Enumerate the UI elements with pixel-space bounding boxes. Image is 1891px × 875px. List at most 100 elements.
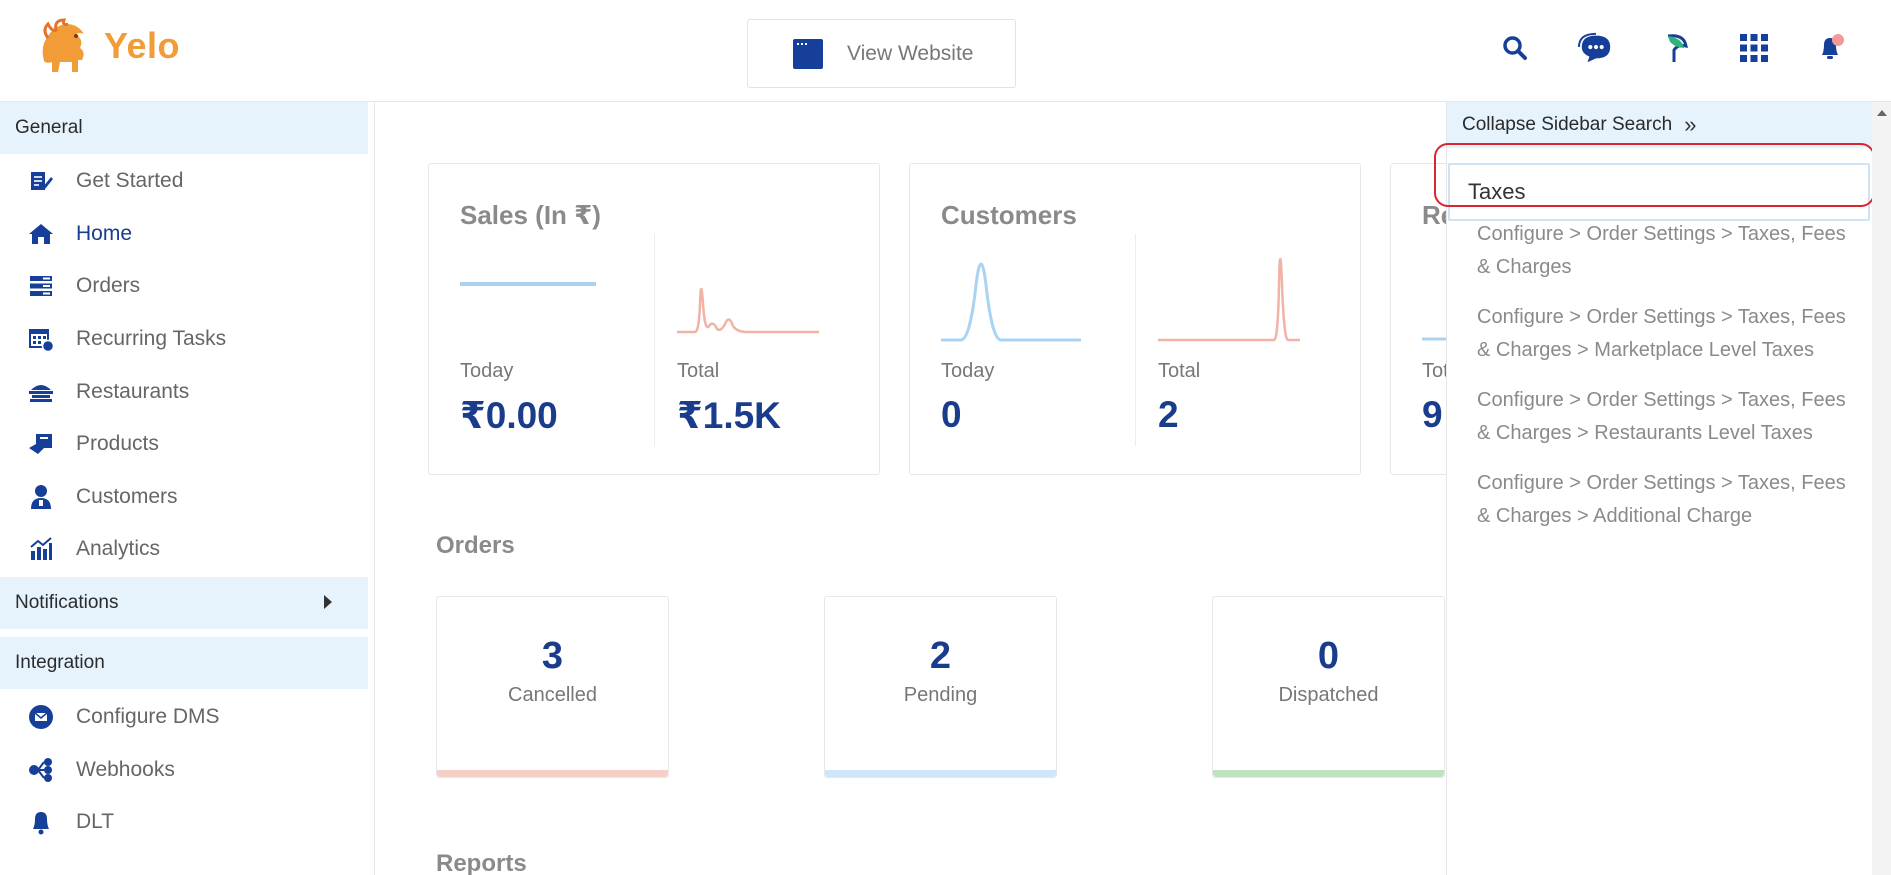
- dashboard-main: Sales (In ₹) Today ₹0.00 Total ₹1.5K Cus…: [376, 102, 1446, 875]
- card-divider: [654, 234, 655, 446]
- sidebar-item-label: Restaurants: [76, 379, 190, 403]
- sidebar-item-label: Webhooks: [76, 757, 175, 781]
- sidebar-item-label: Orders: [76, 274, 141, 298]
- dms-icon: [28, 704, 54, 730]
- products-icon: [28, 431, 54, 457]
- today-label: Today: [460, 360, 514, 382]
- customers-card: Customers Today 0 Total 2: [909, 163, 1361, 475]
- apps-grid-icon[interactable]: [1736, 30, 1772, 66]
- sidebar-item-configure-dms[interactable]: Configure DMS: [0, 691, 374, 744]
- logo-text: Yelo: [104, 25, 181, 66]
- total-value: 9: [1422, 394, 1443, 435]
- sidebar-item-recurring-tasks[interactable]: Recurring Tasks: [0, 313, 374, 366]
- order-count: 0: [1317, 635, 1340, 677]
- order-status-cancelled[interactable]: 3 Cancelled: [436, 596, 669, 778]
- sidebar-item-label: Home: [76, 221, 133, 245]
- order-status-dispatched[interactable]: 0 Dispatched: [1212, 596, 1445, 778]
- sidebar-item-orders[interactable]: Orders: [0, 260, 374, 313]
- browser-window-icon: [793, 38, 823, 69]
- total-label: Tot: [1422, 360, 1446, 382]
- third-card-sparkline: [1422, 337, 1446, 341]
- sidebar-item-label: Analytics: [76, 537, 161, 561]
- total-label: Total: [677, 360, 720, 382]
- order-status-label: Dispatched: [1278, 684, 1379, 706]
- reports-section-title: Reports: [436, 850, 527, 875]
- today-label: Today: [941, 360, 995, 382]
- sidebar-item-label: DLT: [76, 810, 115, 834]
- general-section-header: General: [0, 102, 368, 154]
- bell-icon: [28, 809, 54, 835]
- home-icon: [28, 221, 54, 247]
- collapse-sidebar-search-button[interactable]: Collapse Sidebar Search »: [1447, 102, 1872, 148]
- sidebar-item-label: Customers: [76, 484, 178, 508]
- status-color-bar: [825, 770, 1056, 777]
- sidebar-item-products[interactable]: Products: [0, 418, 374, 471]
- caret-right-icon: [324, 594, 332, 609]
- status-color-bar: [1213, 770, 1444, 777]
- leaf-icon[interactable]: [1659, 30, 1695, 66]
- today-value: ₹0.00: [460, 395, 558, 436]
- calendar-icon: [28, 326, 54, 353]
- top-header: Yelo View Website: [0, 0, 1891, 102]
- lion-logo-icon: [42, 18, 84, 72]
- customers-total-sparkline: [1158, 258, 1300, 342]
- sales-total-sparkline: [677, 287, 819, 334]
- card-title: Customers: [941, 200, 1077, 230]
- webhooks-icon: [28, 757, 54, 783]
- sidebar-search-panel: Collapse Sidebar Search » Configure > Or…: [1434, 102, 1875, 875]
- left-sidebar: General Get Started Home Orders Recurrin…: [0, 102, 375, 875]
- today-value: 0: [941, 394, 962, 435]
- search-result-item[interactable]: Configure > Order Settings > Taxes, Fees…: [1477, 472, 1846, 527]
- card-title: Sales (In ₹): [460, 200, 601, 230]
- search-results-list: Configure > Order Settings > Taxes, Fees…: [1477, 223, 1857, 550]
- support-chat-icon[interactable]: [1578, 30, 1614, 66]
- card-divider: [1135, 234, 1136, 446]
- total-value: ₹1.5K: [677, 395, 781, 436]
- order-status-pending[interactable]: 2 Pending: [824, 596, 1057, 778]
- notifications-label: Notifications: [15, 591, 119, 613]
- integration-label: Integration: [15, 651, 105, 673]
- integration-section-header: Integration: [0, 636, 368, 689]
- orders-icon: [28, 273, 54, 299]
- sidebar-item-webhooks[interactable]: Webhooks: [0, 743, 374, 796]
- sidebar-item-dlt[interactable]: DLT: [0, 796, 374, 849]
- search-icon[interactable]: [1497, 30, 1533, 66]
- notifications-bell-icon[interactable]: [1813, 30, 1849, 66]
- sidebar-item-label: Configure DMS: [76, 705, 220, 729]
- search-highlight-outline: [1434, 143, 1875, 207]
- search-result-item[interactable]: Configure > Order Settings > Taxes, Fees…: [1477, 389, 1846, 444]
- sales-today-sparkline: [460, 282, 596, 286]
- view-website-button[interactable]: View Website: [747, 19, 1016, 88]
- search-result-item[interactable]: Configure > Order Settings > Taxes, Fees…: [1477, 306, 1846, 361]
- order-count: 2: [929, 635, 952, 677]
- search-result-item[interactable]: Configure > Order Settings > Taxes, Fees…: [1477, 223, 1846, 278]
- total-label: Total: [1158, 360, 1201, 382]
- orders-section-title: Orders: [436, 532, 515, 559]
- get-started-icon: [28, 168, 54, 194]
- notifications-section-header[interactable]: Notifications: [0, 576, 368, 629]
- sidebar-item-label: Recurring Tasks: [76, 327, 227, 351]
- third-stat-card: Re Tot 9: [1390, 163, 1446, 475]
- double-chevron-right-icon: »: [1684, 112, 1697, 137]
- sidebar-item-get-started[interactable]: Get Started: [0, 155, 374, 208]
- sidebar-item-analytics[interactable]: Analytics: [0, 523, 374, 576]
- sidebar-item-customers[interactable]: Customers: [0, 471, 374, 524]
- order-status-label: Cancelled: [508, 684, 597, 706]
- collapse-label: Collapse Sidebar Search: [1462, 114, 1673, 135]
- customers-today-sparkline: [941, 262, 1081, 342]
- total-value: 2: [1158, 394, 1179, 435]
- sidebar-item-label: Products: [76, 432, 159, 456]
- sidebar-item-restaurants[interactable]: Restaurants: [0, 365, 374, 418]
- sidebar-search-input[interactable]: [1448, 163, 1870, 221]
- customer-icon: [28, 484, 54, 510]
- page-scrollbar[interactable]: [1872, 102, 1891, 875]
- sidebar-item-home[interactable]: Home: [0, 208, 374, 261]
- sales-card: Sales (In ₹) Today ₹0.00 Total ₹1.5K: [428, 163, 880, 475]
- scroll-up-arrow-icon[interactable]: [1877, 110, 1887, 116]
- yelo-logo[interactable]: Yelo: [34, 16, 180, 76]
- status-color-bar: [437, 770, 668, 777]
- analytics-icon: [28, 536, 54, 562]
- order-count: 3: [541, 635, 564, 677]
- view-website-label: View Website: [847, 41, 974, 65]
- restaurant-icon: [28, 379, 54, 405]
